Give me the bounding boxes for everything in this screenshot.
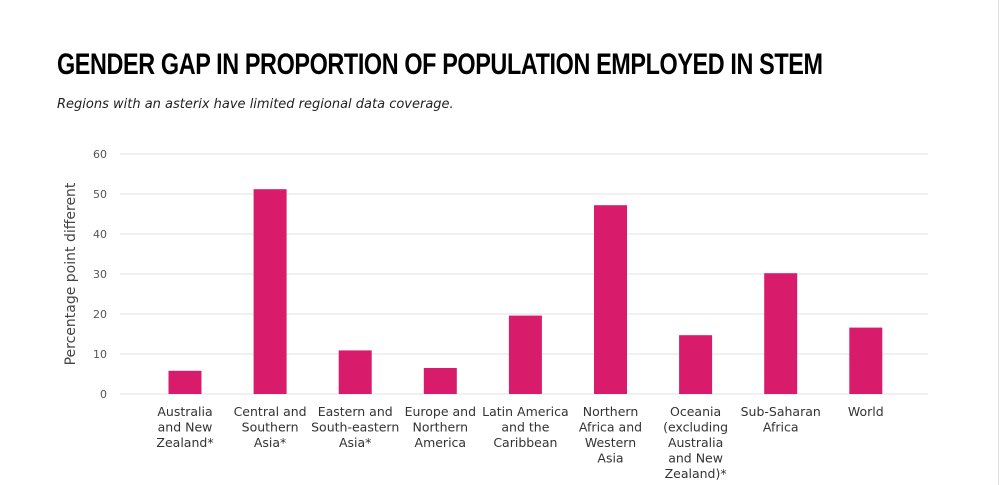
bar <box>764 273 798 394</box>
x-tick-label: World <box>848 404 884 419</box>
x-tick-label: Sub-Saharan Africa <box>741 404 821 435</box>
y-tick-label: 40 <box>93 228 107 241</box>
bar <box>168 370 202 394</box>
bar <box>338 350 372 394</box>
chart-title: Gender gap in proportion of population e… <box>57 48 823 81</box>
x-tick-label: Northern Africa and Western Asia <box>579 404 642 466</box>
bar <box>594 205 627 394</box>
bar <box>679 335 713 394</box>
y-tick-label: 20 <box>93 308 107 321</box>
bar <box>423 368 457 394</box>
x-tick-label: Latin America and the Caribbean <box>482 404 568 450</box>
bar <box>849 327 883 394</box>
bar <box>253 189 287 394</box>
y-tick-label: 0 <box>100 388 107 401</box>
page-border <box>998 0 999 485</box>
chart-subtitle: Regions with an asterix have limited reg… <box>57 97 454 112</box>
y-axis-ticks: 0 10 20 30 40 50 60 <box>93 148 107 401</box>
bars <box>168 189 883 394</box>
x-tick-label: Eastern and South-eastern Asia* <box>311 404 399 450</box>
x-tick-label: Central and Southern Asia* <box>234 404 307 450</box>
y-tick-label: 60 <box>93 148 107 161</box>
y-axis-label: Percentage point different <box>63 182 79 365</box>
x-axis-labels: Australia and New Zealand* Central and South… <box>156 404 883 481</box>
bar <box>508 315 542 394</box>
x-tick-label: Oceania (excluding Australia and New Zealand… <box>663 404 728 481</box>
y-tick-label: 30 <box>93 268 107 281</box>
y-tick-label: 50 <box>93 188 107 201</box>
y-tick-label: 10 <box>93 348 107 361</box>
x-tick-label: Europe and Northern America <box>405 404 476 450</box>
x-tick-label: Australia and New Zealand* <box>156 404 213 450</box>
